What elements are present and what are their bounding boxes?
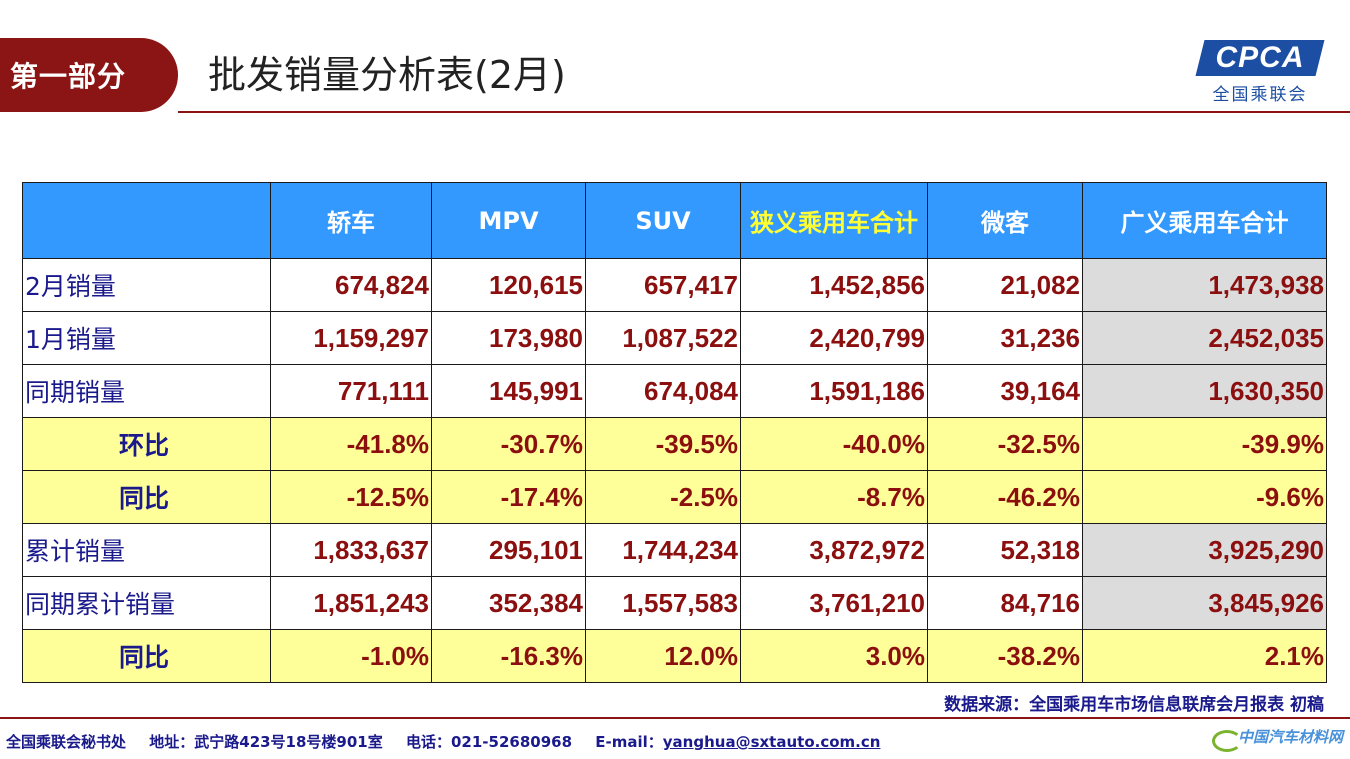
footer-org: 全国乘联会秘书处 [6,733,127,751]
table-cell: -8.7% [740,470,928,524]
table-cell: -12.5% [270,470,432,524]
table-cell: -1.0% [270,629,432,683]
table-row: 同比 -12.5% -17.4% -2.5% -8.7% -46.2% -9.6… [22,470,1327,524]
table-cell: 1,630,350 [1082,364,1327,418]
table-cell: 2,452,035 [1082,311,1327,365]
table-cell: 39,164 [927,364,1083,418]
table-cell: 1,557,583 [585,576,741,630]
header-corner [22,182,271,259]
footer-divider [0,717,1350,719]
table-cell: 120,615 [431,258,586,312]
table-cell: 771,111 [270,364,432,418]
table-row: 1月销量 1,159,297 173,980 1,087,522 2,420,7… [22,311,1327,365]
title-divider [178,111,1350,113]
table-cell: -9.6% [1082,470,1327,524]
header-broad-total: 广义乘用车合计 [1082,182,1327,259]
row-label: 同期销量 [22,364,271,418]
row-label: 环比 [22,417,271,471]
section-tab: 第一部分 [0,38,178,112]
table-cell: 52,318 [927,523,1083,577]
table-cell: 1,591,186 [740,364,928,418]
table-cell: 295,101 [431,523,586,577]
table-cell: 1,833,637 [270,523,432,577]
table-cell: -39.5% [585,417,741,471]
table-cell: -46.2% [927,470,1083,524]
header-minivan: 微客 [927,182,1083,259]
table-cell: 1,473,938 [1082,258,1327,312]
table-row: 2月销量 674,824 120,615 657,417 1,452,856 2… [22,258,1327,312]
table-header-row: 轿车 MPV SUV 狭义乘用车合计 微客 广义乘用车合计 [22,182,1327,259]
row-label: 2月销量 [22,258,271,312]
table-cell: 3.0% [740,629,928,683]
table-cell: 3,845,926 [1082,576,1327,630]
table-cell: 352,384 [431,576,586,630]
row-label: 同比 [22,629,271,683]
table-cell: 3,761,210 [740,576,928,630]
watermark: 中国汽车材料网 [1212,724,1344,756]
header-narrow-total: 狭义乘用车合计 [740,182,928,259]
footer-email-link[interactable]: yanghua@sxtauto.com.cn [662,733,881,751]
page-title: 批发销量分析表(2月) [208,53,566,97]
cpca-logo: CPCA 全国乘联会 [1195,40,1325,105]
table-cell: 3,872,972 [740,523,928,577]
table-cell: -32.5% [927,417,1083,471]
table-row: 累计销量 1,833,637 295,101 1,744,234 3,872,9… [22,523,1327,577]
table-cell: 173,980 [431,311,586,365]
table-cell: -30.7% [431,417,586,471]
table-cell: 31,236 [927,311,1083,365]
table-cell: -38.2% [927,629,1083,683]
table-cell: 145,991 [431,364,586,418]
logo-text: CPCA [1215,41,1305,74]
table-cell: 21,082 [927,258,1083,312]
data-source-note: 数据来源：全国乘用车市场信息联席会月报表 初稿 [944,695,1324,715]
table-cell: 2,420,799 [740,311,928,365]
watermark-text: 中国汽车材料网 [1238,728,1344,746]
table-cell: -16.3% [431,629,586,683]
table-cell: 1,851,243 [270,576,432,630]
table-row: 同期累计销量 1,851,243 352,384 1,557,583 3,761… [22,576,1327,630]
table-cell: 657,417 [585,258,741,312]
table-cell: 1,744,234 [585,523,741,577]
table-cell: -40.0% [740,417,928,471]
watermark-swoosh-icon [1212,730,1242,752]
footer: 全国乘联会秘书处 地址：武宁路423号18号楼901室 电话：021-52680… [6,731,880,752]
table-cell: 1,452,856 [740,258,928,312]
table-cell: 84,716 [927,576,1083,630]
header-mpv: MPV [431,182,586,259]
row-label: 同期累计销量 [22,576,271,630]
table-cell: 1,159,297 [270,311,432,365]
footer-email-label: E-mail： [595,733,663,751]
table-cell: -41.8% [270,417,432,471]
sales-table: 轿车 MPV SUV 狭义乘用车合计 微客 广义乘用车合计 2月销量 674,8… [22,182,1327,683]
row-label: 1月销量 [22,311,271,365]
table-cell: 3,925,290 [1082,523,1327,577]
table-cell: 12.0% [585,629,741,683]
table-cell: -17.4% [431,470,586,524]
table-cell: -2.5% [585,470,741,524]
table-row: 环比 -41.8% -30.7% -39.5% -40.0% -32.5% -3… [22,417,1327,471]
table-cell: -39.9% [1082,417,1327,471]
table-cell: 1,087,522 [585,311,741,365]
header-suv: SUV [585,182,741,259]
row-label: 累计销量 [22,523,271,577]
table-cell: 674,084 [585,364,741,418]
logo-subtitle: 全国乘联会 [1212,85,1308,105]
table-cell: 674,824 [270,258,432,312]
row-label: 同比 [22,470,271,524]
table-row: 同比 -1.0% -16.3% 12.0% 3.0% -38.2% 2.1% [22,629,1327,683]
table-row: 同期销量 771,111 145,991 674,084 1,591,186 3… [22,364,1327,418]
footer-phone: 电话：021-52680968 [405,733,573,751]
footer-address: 地址：武宁路423号18号楼901室 [149,733,383,751]
header-sedan: 轿车 [270,182,432,259]
table-cell: 2.1% [1082,629,1327,683]
